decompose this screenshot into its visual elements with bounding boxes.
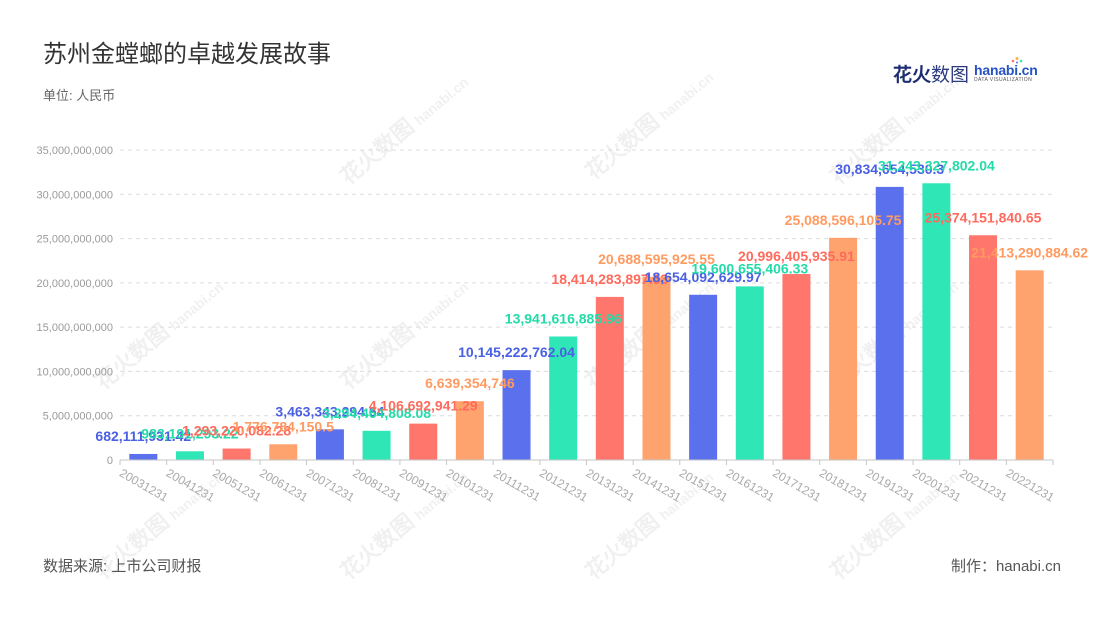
y-tick-label: 30,000,000,000	[37, 189, 113, 201]
data-label-20061231: 1,776,784,150.5	[233, 418, 334, 434]
x-tick-label: 20071231	[304, 466, 358, 505]
watermark-cn: 花火数图	[335, 114, 418, 190]
x-tick-label: 20211231	[957, 466, 1010, 505]
data-label-20171231: 20,996,405,935.91	[738, 248, 855, 264]
bar-20181231	[829, 237, 858, 460]
data-label-20191231: 30,834,654,530.3	[835, 161, 944, 177]
data-label-20051231: 1,293,220,082.28	[182, 423, 291, 439]
logo-en: hanabi.cn	[974, 62, 1038, 78]
data-label-20031231: 682,111,931.42	[95, 428, 191, 444]
bar-20081231	[362, 430, 391, 460]
data-labels-layer: 682,111,931.42983,191,293.221,293,220,08…	[95, 157, 1088, 444]
bar-20191231	[875, 186, 904, 460]
y-tick-label: 10,000,000,000	[37, 366, 113, 378]
bar-20221231	[1015, 270, 1044, 460]
bar-20161231	[735, 286, 764, 460]
watermark: 花火数图hanabi.cn	[580, 63, 717, 185]
bar-20091231	[409, 423, 438, 460]
x-tick-label: 20121231	[537, 466, 591, 505]
bar-20031231	[129, 453, 158, 460]
y-tick-label: 5,000,000,000	[43, 411, 113, 423]
y-tick-label: 15,000,000,000	[37, 322, 113, 334]
y-tick-label: 0	[107, 455, 113, 467]
watermark-cn: 花火数图	[580, 509, 663, 585]
data-label-20111231: 10,145,222,762.04	[458, 344, 575, 360]
logo: 花火 数图 hanabi.cn DATA VISUALIZATION	[893, 57, 1038, 86]
x-tick-label: 20081231	[350, 466, 404, 505]
data-label-20201231: 31,243,327,802.04	[878, 157, 995, 173]
watermark-en: hanabi.cn	[411, 74, 471, 128]
y-tick-label: 25,000,000,000	[37, 234, 113, 246]
y-tick-label: 35,000,000,000	[37, 145, 113, 157]
x-tick-label: 20061231	[257, 466, 311, 505]
data-label-20081231: 3,294,464,808.08	[322, 405, 431, 421]
data-label-20221231: 21,413,290,884.62	[971, 244, 1088, 260]
logo-cn-bold: 花火	[893, 64, 932, 86]
unit-note: 单位: 人民币	[43, 88, 116, 103]
watermark-cn: 花火数图	[825, 114, 908, 190]
watermark-en: hanabi.cn	[656, 69, 716, 123]
bars-layer	[129, 183, 1044, 460]
bar-20121231	[549, 336, 578, 460]
data-label-20091231: 4,106,692,941.29	[369, 398, 478, 414]
x-tick-label: 20131231	[584, 466, 638, 505]
data-label-20161231: 19,600,655,406.33	[691, 260, 808, 276]
y-tick-label: 20,000,000,000	[37, 278, 113, 290]
x-tick-label: 20141231	[630, 466, 684, 505]
sparkle-icon	[1011, 57, 1023, 64]
x-tick-label: 20031231	[117, 466, 171, 505]
bar-20211231	[969, 235, 998, 460]
logo-tagline: DATA VISUALIZATION	[974, 77, 1033, 83]
watermark-cn: 花火数图	[825, 509, 908, 585]
data-label-20211231: 25,374,151,840.65	[925, 209, 1042, 225]
x-tick-label: 20221231	[1003, 466, 1057, 505]
bar-20171231	[782, 274, 811, 460]
bar-20071231	[315, 429, 344, 460]
x-tick-label: 20111231	[491, 466, 543, 504]
data-label-20071231: 3,463,343,294.64	[275, 403, 384, 419]
bar-20111231	[502, 370, 531, 460]
watermark-cn: 花火数图	[335, 509, 418, 585]
data-source-note: 数据来源: 上市公司财报	[43, 558, 202, 575]
watermark-cn: 花火数图	[580, 109, 663, 185]
bar-20201231	[922, 183, 951, 460]
watermark-en: hanabi.cn	[166, 279, 226, 333]
data-label-20131231: 18,414,283,897.63	[551, 271, 668, 287]
bar-20051231	[222, 448, 251, 460]
data-label-20041231: 983,191,293.22	[141, 425, 239, 441]
bar-20151231	[689, 294, 718, 460]
logo-cn: 数图	[931, 64, 970, 86]
bar-20141231	[642, 276, 671, 460]
bar-20041231	[175, 451, 204, 460]
bar-20101231	[455, 401, 484, 460]
data-label-20101231: 6,639,354,746	[425, 375, 515, 391]
watermark-en: hanabi.cn	[411, 279, 471, 333]
watermark: 花火数图hanabi.cn	[335, 68, 472, 190]
watermark-cn: 花火数图	[335, 319, 418, 395]
x-tick-label: 20191231	[864, 466, 918, 505]
data-label-20151231: 18,654,092,629.97	[645, 269, 762, 285]
x-tick-label: 20161231	[724, 466, 778, 505]
logo-en-block: hanabi.cn DATA VISUALIZATION	[974, 57, 1038, 83]
y-axis: 0 5,000,000,000 10,000,000,000 15,000,000,0…	[37, 145, 113, 467]
bar-20131231	[595, 296, 624, 460]
data-label-20181231: 25,088,596,105.75	[785, 212, 902, 228]
data-label-20121231: 13,941,616,885.96	[505, 311, 622, 327]
x-tick-label: 20171231	[770, 466, 824, 505]
chart-title: 苏州金螳螂的卓越发展故事	[43, 41, 331, 68]
x-tick-label: 20181231	[817, 466, 871, 505]
bar-20061231	[269, 444, 298, 460]
credit-note: 制作：hanabi.cn	[950, 558, 1061, 575]
watermark-text: 花火数图hanabi.cn	[335, 68, 472, 189]
data-label-20141231: 20,688,595,925.55	[598, 251, 715, 267]
watermark-text: 花火数图hanabi.cn	[580, 63, 717, 184]
